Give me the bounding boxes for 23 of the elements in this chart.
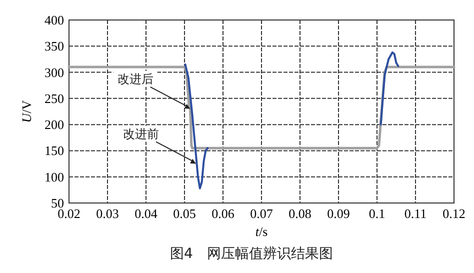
y-tick-label: 300	[44, 64, 64, 80]
x-tick-label: 0.05	[173, 206, 196, 221]
annotation: 改进后	[117, 72, 154, 86]
x-tick-label: 0.07	[250, 206, 274, 221]
x-tick-label: 0.04	[134, 206, 158, 221]
y-tick-label: 50	[51, 196, 64, 210]
y-tick-label: 150	[44, 143, 64, 158]
y-tick-label: 400	[44, 12, 64, 28]
y-tick-label: 250	[44, 90, 64, 106]
x-tick-label: 0.1	[368, 206, 386, 221]
annotation: 改进前	[123, 126, 160, 141]
x-tick-label: 0.11	[404, 206, 427, 221]
x-tick-label: 0.08	[288, 206, 312, 221]
x-tick-label: 0.12	[442, 206, 466, 221]
x-axis-title: t/s	[255, 224, 268, 239]
y-tick-label: 200	[44, 117, 64, 132]
y-tick-label: 100	[44, 169, 64, 184]
y-axis-title: U/V	[19, 100, 34, 123]
x-tick-label: 0.09	[327, 206, 350, 221]
x-tick-label: 0.06	[212, 206, 235, 221]
x-tick-label: 0.03	[96, 206, 119, 221]
caption: 图4 网压幅值辨识结果图	[170, 246, 333, 262]
y-tick-label: 350	[44, 38, 64, 54]
